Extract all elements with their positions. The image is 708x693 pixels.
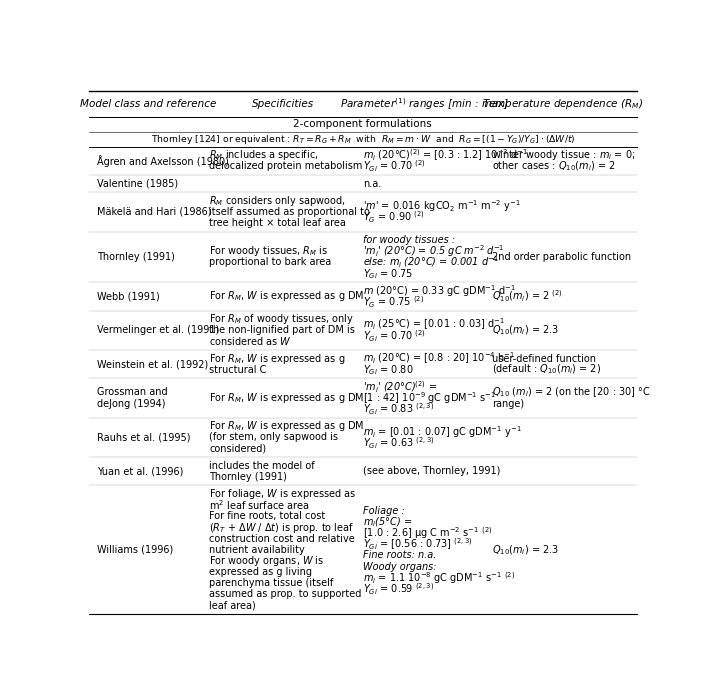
Text: $Y_{Gi}$ = 0.80: $Y_{Gi}$ = 0.80 [363, 363, 413, 376]
Text: $m_i$ (20°C) = [0.8 : 20] 10$^{-4}$ h$^{-1}$: $m_i$ (20°C) = [0.8 : 20] 10$^{-4}$ h$^{… [363, 351, 515, 367]
Text: other cases : $Q_{10}(m_i)$ = 2: other cases : $Q_{10}(m_i)$ = 2 [492, 159, 615, 173]
Text: For $R_M$ of woody tissues, only: For $R_M$ of woody tissues, only [210, 312, 354, 326]
Text: the non-lignified part of DM is: the non-lignified part of DM is [210, 325, 355, 335]
Text: Model class and reference: Model class and reference [79, 99, 216, 109]
Text: $m_i$ = 1.1 10$^{-8}$ gC gDM$^{-1}$ s$^{-1}$ $^{(2)}$: $m_i$ = 1.1 10$^{-8}$ gC gDM$^{-1}$ s$^{… [363, 570, 515, 586]
Text: Thornley (1991): Thornley (1991) [210, 472, 287, 482]
Text: construction cost and relative: construction cost and relative [210, 534, 355, 543]
Text: $Y_{Gi}$ = 0.70 $^{(2)}$: $Y_{Gi}$ = 0.70 $^{(2)}$ [363, 328, 426, 344]
Text: range): range) [492, 398, 524, 409]
Text: tree height × total leaf area: tree height × total leaf area [210, 218, 346, 228]
Text: $m_i$ (25°C) = [0.01 : 0.03] d$^{-1}$: $m_i$ (25°C) = [0.01 : 0.03] d$^{-1}$ [363, 317, 505, 333]
Text: '$m_i$' (20°C)$^{(2)}$ =: '$m_i$' (20°C)$^{(2)}$ = [363, 379, 437, 394]
Text: $Y_{Gi}$ = 0.70 $^{(2)}$: $Y_{Gi}$ = 0.70 $^{(2)}$ [363, 159, 426, 174]
Text: expressed as g living: expressed as g living [210, 567, 312, 577]
Text: $m_i$ (20°C)$^{(2)}$ = [0.3 : 1.2] 10$^{-3}$ d$^{-1}$: $m_i$ (20°C)$^{(2)}$ = [0.3 : 1.2] 10$^{… [363, 148, 528, 163]
Text: $Y_{Gi}$ = 0.59 $^{(2, 3)}$: $Y_{Gi}$ = 0.59 $^{(2, 3)}$ [363, 581, 434, 597]
Text: For $R_M$, $W$ is expressed as g DM: For $R_M$, $W$ is expressed as g DM [210, 419, 365, 433]
Text: proportional to bark area: proportional to bark area [210, 258, 331, 267]
Text: $m_i$(5°C) =: $m_i$(5°C) = [363, 515, 412, 529]
Text: assumed as prop. to supported: assumed as prop. to supported [210, 589, 362, 599]
Text: For $R_M$, $W$ is expressed as g: For $R_M$, $W$ is expressed as g [210, 351, 346, 365]
Text: Vermelinger et al. (1991): Vermelinger et al. (1991) [97, 325, 219, 335]
Text: $R_M$ includes a specific,: $R_M$ includes a specific, [210, 148, 319, 162]
Text: Weinstein et al. (1992): Weinstein et al. (1992) [97, 359, 208, 369]
Text: considered): considered) [210, 444, 266, 454]
Text: Temperature dependence ($R_M$): Temperature dependence ($R_M$) [482, 97, 644, 111]
Text: Specificities: Specificities [252, 99, 314, 109]
Text: user-defined function: user-defined function [492, 353, 596, 364]
Text: Rauhs et al. (1995): Rauhs et al. (1995) [97, 432, 190, 442]
Text: $Q_{10}(m_i)$ = 2.3: $Q_{10}(m_i)$ = 2.3 [492, 543, 559, 556]
Text: $Q_{10}(m_i)$ = 2.3: $Q_{10}(m_i)$ = 2.3 [492, 324, 559, 337]
Text: For $R_M$, $W$ is expressed as g DM: For $R_M$, $W$ is expressed as g DM [210, 290, 365, 304]
Text: Webb (1991): Webb (1991) [97, 291, 159, 301]
Text: (default : $Q_{10}(m_i)$ = 2): (default : $Q_{10}(m_i)$ = 2) [492, 363, 601, 376]
Text: considered as $W$: considered as $W$ [210, 335, 292, 347]
Text: For fine roots, total cost: For fine roots, total cost [210, 511, 326, 521]
Text: winter woody tissue : $m_i$ = 0;: winter woody tissue : $m_i$ = 0; [492, 148, 635, 162]
Text: Parameter$^{(1)}$ ranges [min : max]: Parameter$^{(1)}$ ranges [min : max] [340, 96, 509, 112]
Text: $Y_{Gi}$ = 0.83 $^{(2, 3)}$: $Y_{Gi}$ = 0.83 $^{(2, 3)}$ [363, 401, 434, 417]
Text: $m_i$ = [0.01 : 0.07] gC gDM$^{-1}$ y$^{-1}$: $m_i$ = [0.01 : 0.07] gC gDM$^{-1}$ y$^{… [363, 424, 522, 440]
Text: itself assumed as proportional to: itself assumed as proportional to [210, 207, 370, 217]
Text: n.a.: n.a. [363, 179, 381, 188]
Text: includes the model of: includes the model of [210, 461, 315, 471]
Text: deJong (1994): deJong (1994) [97, 398, 165, 409]
Text: [1.0 : 2.6] μg C m$^{-2}$ s$^{-1}$ $^{(2)}$: [1.0 : 2.6] μg C m$^{-2}$ s$^{-1}$ $^{(2… [363, 525, 492, 541]
Text: for woody tissues :: for woody tissues : [363, 235, 455, 245]
Text: (for stem, only sapwood is: (for stem, only sapwood is [210, 432, 338, 442]
Text: Thornley [124] or equivalent : $R_T = R_G + R_M$  with  $R_M = m \cdot W$  and  : Thornley [124] or equivalent : $R_T = R_… [151, 132, 575, 146]
Text: nutrient availability: nutrient availability [210, 545, 305, 555]
Text: structural C: structural C [210, 365, 267, 375]
Text: delocalized protein metabolism: delocalized protein metabolism [210, 161, 362, 171]
Text: Ågren and Axelsson (1980): Ågren and Axelsson (1980) [97, 155, 229, 167]
Text: For woody tissues, $R_M$ is: For woody tissues, $R_M$ is [210, 245, 329, 258]
Text: For $R_M$, $W$ is expressed as g DM: For $R_M$, $W$ is expressed as g DM [210, 391, 365, 405]
Text: 2nd order parabolic function: 2nd order parabolic function [492, 252, 631, 262]
Text: Woody organs:: Woody organs: [363, 561, 436, 572]
Text: ($R_T$ + $\Delta W$ / $\Delta t$) is prop. to leaf: ($R_T$ + $\Delta W$ / $\Delta t$) is pro… [210, 520, 355, 534]
Text: For foliage, $W$ is expressed as: For foliage, $W$ is expressed as [210, 487, 357, 501]
Text: $Y_G$ = 0.90 $^{(2)}$: $Y_G$ = 0.90 $^{(2)}$ [363, 210, 425, 225]
Text: Valentine (1985): Valentine (1985) [97, 179, 178, 188]
Text: leaf area): leaf area) [210, 601, 256, 611]
Text: (see above, Thornley, 1991): (see above, Thornley, 1991) [363, 466, 501, 476]
Text: $Y_{Gi}$ = [0.56 : 0.73] $^{(2, 3)}$: $Y_{Gi}$ = [0.56 : 0.73] $^{(2, 3)}$ [363, 536, 472, 552]
Text: $Y_{Gi}$ = 0.75: $Y_{Gi}$ = 0.75 [363, 267, 413, 281]
Text: m$^2$ leaf surface area: m$^2$ leaf surface area [210, 498, 310, 512]
Text: Yuan et al. (1996): Yuan et al. (1996) [97, 466, 183, 476]
Text: Grossman and: Grossman and [97, 387, 167, 397]
Text: $Q_{10}(m_i)$ = 2 $^{(2)}$: $Q_{10}(m_i)$ = 2 $^{(2)}$ [492, 289, 563, 304]
Text: 2-component formulations: 2-component formulations [294, 119, 432, 130]
Text: Mäkelä and Hari (1986): Mäkelä and Hari (1986) [97, 207, 211, 217]
Text: else: $m_i$ (20°C) = 0.001 d$^{-1}$: else: $m_i$ (20°C) = 0.001 d$^{-1}$ [363, 255, 498, 270]
Text: For woody organs, $W$ is: For woody organs, $W$ is [210, 554, 324, 568]
Text: [1 : 42] 10$^{-9}$ gC gDM$^{-1}$ s$^{-1}$: [1 : 42] 10$^{-9}$ gC gDM$^{-1}$ s$^{-1}… [363, 390, 496, 406]
Text: $m$ (20°C) = 0.33 gC gDM$^{-1}$ d$^{-1}$: $m$ (20°C) = 0.33 gC gDM$^{-1}$ d$^{-1}$ [363, 283, 515, 299]
Text: Thornley (1991): Thornley (1991) [97, 252, 175, 262]
Text: '$m$' = 0.016 kgCO$_2$ m$^{-1}$ m$^{-2}$ y$^{-1}$: '$m$' = 0.016 kgCO$_2$ m$^{-1}$ m$^{-2}$… [363, 198, 520, 214]
Text: Fine roots: n.a.: Fine roots: n.a. [363, 550, 436, 561]
Text: $Y_{Gi}$ = 0.63 $^{(2, 3)}$: $Y_{Gi}$ = 0.63 $^{(2, 3)}$ [363, 435, 435, 451]
Text: $Y_G$ = 0.75 $^{(2)}$: $Y_G$ = 0.75 $^{(2)}$ [363, 294, 424, 310]
Text: Williams (1996): Williams (1996) [97, 545, 173, 555]
Text: $Q_{10}$ ($m_i$) = 2 (on the [20 : 30] °C: $Q_{10}$ ($m_i$) = 2 (on the [20 : 30] °… [492, 385, 651, 399]
Text: $R_M$ considers only sapwood,: $R_M$ considers only sapwood, [210, 194, 346, 208]
Text: Foliage :: Foliage : [363, 506, 404, 516]
Text: '$m_i$' (20°C) = 0.5 gC m$^{-2}$ d$^{-1}$: '$m_i$' (20°C) = 0.5 gC m$^{-2}$ d$^{-1}… [363, 243, 505, 259]
Text: parenchyma tissue (itself: parenchyma tissue (itself [210, 578, 333, 588]
